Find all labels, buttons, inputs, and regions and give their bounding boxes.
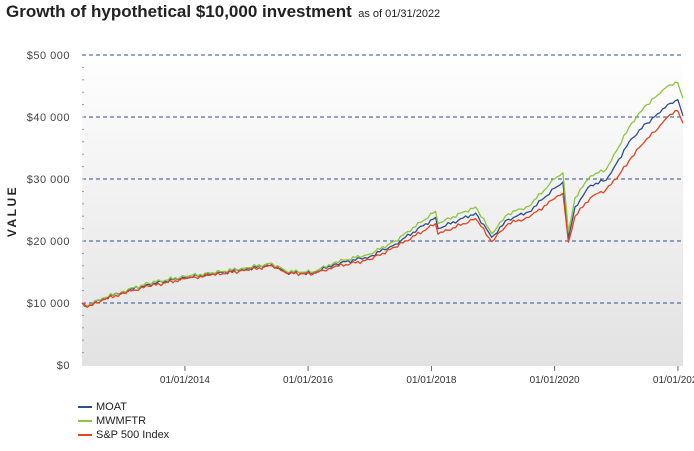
y-tick-label: $40 000	[27, 112, 70, 124]
title-row: Growth of hypothetical $10,000 investmen…	[6, 2, 440, 22]
x-tick-label: 01/01/2016	[283, 375, 333, 386]
as-of-date: as of 01/31/2022	[358, 8, 441, 20]
legend-swatch	[78, 406, 92, 408]
plot-area	[82, 48, 683, 366]
x-tick-label: 01/01/2020	[530, 375, 580, 386]
legend-item[interactable]: MOAT	[78, 400, 169, 414]
series-line	[81, 81, 684, 307]
x-tick-label: 01/01/2018	[406, 375, 456, 386]
x-tick-label: 01/01/2022	[653, 375, 694, 386]
legend-swatch	[78, 434, 92, 436]
legend-label: MWMFTR	[96, 415, 147, 427]
legend-item[interactable]: MWMFTR	[78, 414, 169, 428]
legend-label: MOAT	[96, 401, 127, 413]
y-tick-label: $20 000	[27, 236, 70, 248]
series-line	[81, 109, 684, 308]
legend-label: S&P 500 Index	[96, 429, 170, 441]
y-axis-label: VALUE	[5, 185, 19, 237]
x-tick-label: 01/01/2014	[160, 375, 210, 386]
chart-title: Growth of hypothetical $10,000 investmen…	[6, 2, 352, 21]
legend: MOAT MWMFTR S&P 500 Index	[78, 400, 169, 442]
y-tick-label: $50 000	[27, 50, 70, 62]
y-tick-label: $0	[57, 360, 70, 372]
legend-swatch	[78, 420, 92, 422]
y-tick-label: $30 000	[27, 174, 70, 186]
legend-item[interactable]: S&P 500 Index	[78, 428, 169, 442]
y-tick-label: $10 000	[27, 298, 70, 310]
